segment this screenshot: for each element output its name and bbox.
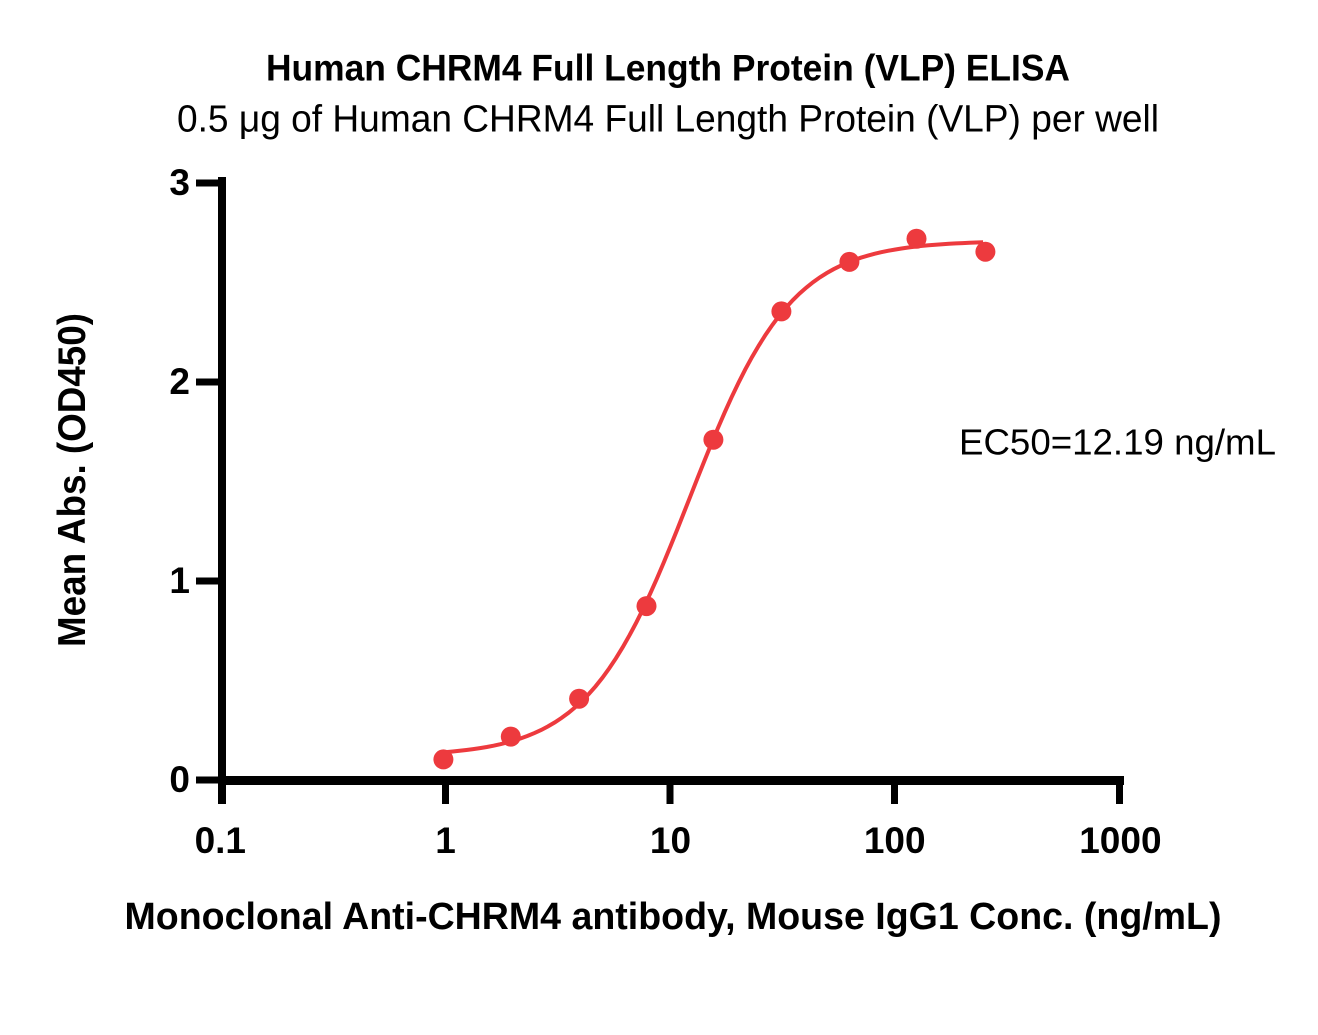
svg-text:Monoclonal Anti-CHRM4 antibody: Monoclonal Anti-CHRM4 antibody, Mouse Ig… xyxy=(125,896,1222,938)
svg-text:Human CHRM4 Full Length Protei: Human CHRM4 Full Length Protein (VLP) EL… xyxy=(266,48,1070,89)
svg-text:10: 10 xyxy=(650,820,691,861)
svg-text:0.5 μg of Human CHRM4 Full Len: 0.5 μg of Human CHRM4 Full Length Protei… xyxy=(177,99,1159,141)
svg-text:1: 1 xyxy=(435,820,456,861)
svg-text:100: 100 xyxy=(864,820,926,861)
svg-text:3: 3 xyxy=(169,162,190,203)
svg-text:Mean Abs. (OD450): Mean Abs. (OD450) xyxy=(51,313,94,647)
svg-text:2: 2 xyxy=(169,361,190,402)
svg-text:EC50=12.19 ng/mL: EC50=12.19 ng/mL xyxy=(959,421,1276,462)
svg-text:1000: 1000 xyxy=(1079,820,1161,861)
svg-text:0.1: 0.1 xyxy=(195,820,246,861)
svg-text:1: 1 xyxy=(169,560,190,601)
svg-text:0: 0 xyxy=(169,759,190,800)
